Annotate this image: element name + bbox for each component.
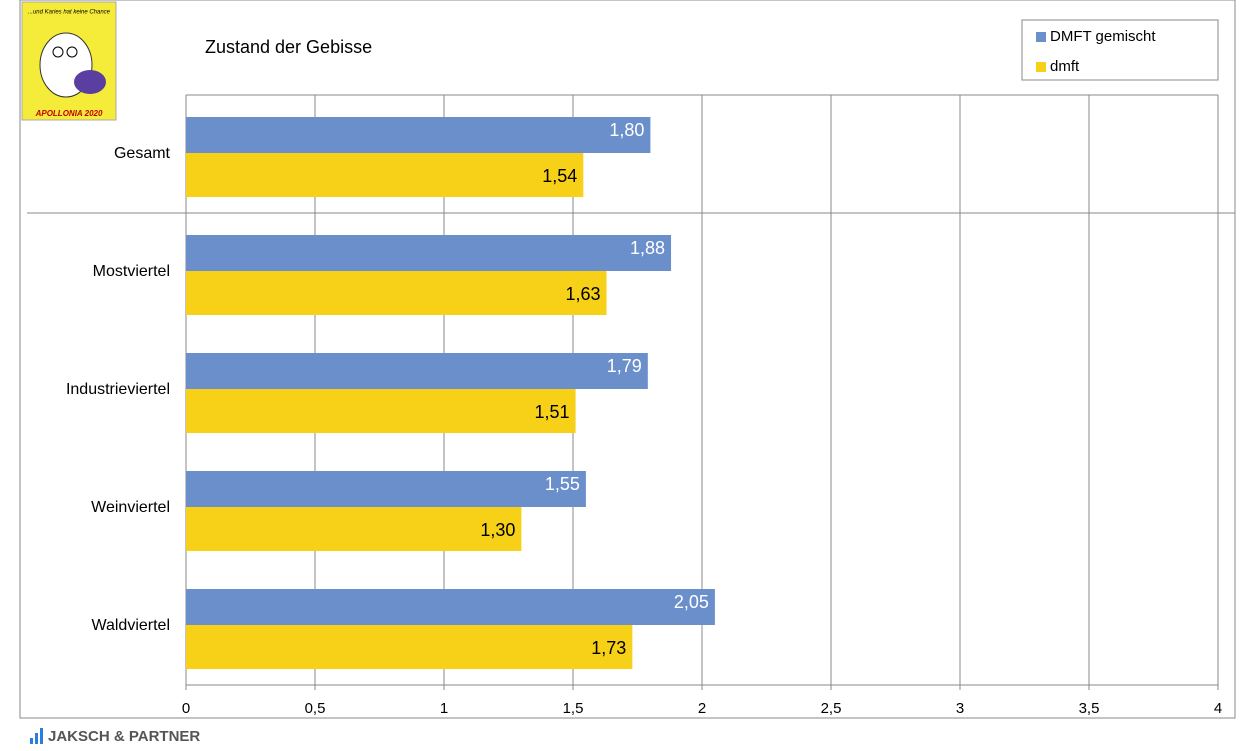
data-label: 1,51 xyxy=(535,402,570,422)
y-tick-label: Gesamt xyxy=(114,145,171,162)
logo-text: APOLLONIA 2020 xyxy=(35,109,103,118)
x-tick-label: 3 xyxy=(956,700,964,717)
bar xyxy=(186,117,651,153)
bar xyxy=(186,589,715,625)
data-label: 2,05 xyxy=(674,592,709,612)
y-tick-label: Mostviertel xyxy=(93,263,170,280)
bar xyxy=(186,471,586,507)
x-tick-label: 2 xyxy=(698,700,706,717)
bar xyxy=(186,353,648,389)
y-tick-label: Weinviertel xyxy=(91,499,170,516)
legend-label: DMFT gemischt xyxy=(1050,28,1156,45)
data-label: 1,54 xyxy=(542,166,577,186)
frame xyxy=(19,0,1236,719)
data-label: 1,80 xyxy=(609,120,644,140)
data-label: 1,79 xyxy=(607,356,642,376)
x-tick-label: 0 xyxy=(182,700,190,717)
logo-eye xyxy=(52,46,64,58)
data-label: 1,63 xyxy=(565,284,600,304)
x-tick-label: 3,5 xyxy=(1079,700,1100,717)
data-label: 1,73 xyxy=(591,638,626,658)
x-tick-label: 0,5 xyxy=(305,700,326,717)
bar xyxy=(186,271,607,315)
x-tick-label: 1,5 xyxy=(563,700,584,717)
bar xyxy=(186,153,584,197)
footer-icon xyxy=(35,733,38,744)
x-tick-label: 1 xyxy=(440,700,448,717)
legend-label: dmft xyxy=(1050,58,1080,75)
legend-swatch xyxy=(1036,32,1046,42)
logo-eye xyxy=(66,46,78,58)
logo: ...und Karies hat keine Chance APOLLONIA… xyxy=(21,1,117,121)
legend-swatch xyxy=(1036,62,1046,72)
footer-icon xyxy=(40,728,43,744)
y-tick-label: Industrieviertel xyxy=(66,381,170,398)
bar xyxy=(186,507,522,551)
data-label: 1,30 xyxy=(480,520,515,540)
legend-box xyxy=(1021,19,1219,81)
chart-title: Zustand der Gebisse xyxy=(205,37,372,57)
data-label: 1,55 xyxy=(545,474,580,494)
logo-blob xyxy=(74,70,106,94)
bar xyxy=(186,389,576,433)
data-label: 1,88 xyxy=(630,238,665,258)
bar xyxy=(186,235,672,271)
footer-logo: JAKSCH & PARTNER xyxy=(30,728,200,745)
y-tick-label: Waldviertel xyxy=(91,617,170,634)
footer-text: JAKSCH & PARTNER xyxy=(48,728,200,745)
x-tick-label: 2,5 xyxy=(821,700,842,717)
bar xyxy=(186,625,633,669)
x-tick-label: 4 xyxy=(1214,700,1222,717)
logo-top-text: ...und Karies hat keine Chance xyxy=(28,10,111,16)
footer-icon xyxy=(30,738,33,744)
